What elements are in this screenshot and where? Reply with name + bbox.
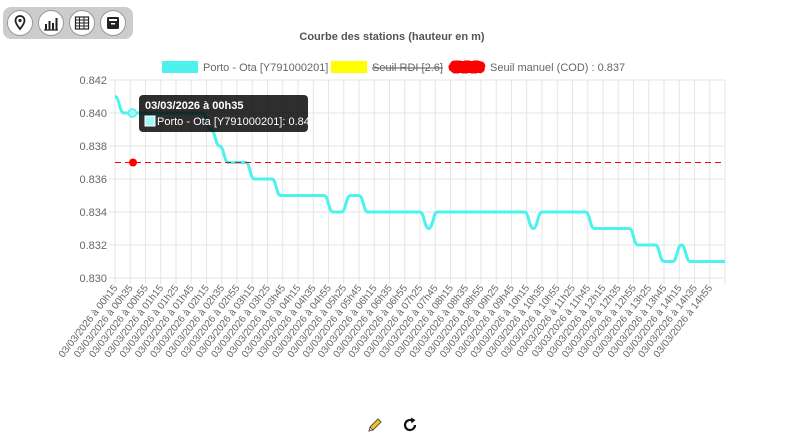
y-tick-label: 0.838 xyxy=(79,141,107,153)
legend: Porto - Ota [Y791000201] Seuil RDI [2.6] S… xyxy=(162,60,625,74)
refresh-button[interactable] xyxy=(400,415,420,435)
pencil-icon xyxy=(368,418,382,432)
y-tick-label: 0.830 xyxy=(79,273,107,285)
series-line-0 xyxy=(114,95,725,263)
tooltip: 03/03/2026 à 00h35 Porto - Ota [Y7910002… xyxy=(139,95,310,132)
y-tick-label: 0.840 xyxy=(79,108,107,120)
y-axis: 0.842 0.840 0.838 0.836 0.834 0.832 0.830 xyxy=(79,75,107,285)
y-tick-label: 0.834 xyxy=(79,207,107,219)
map-marker-button[interactable] xyxy=(7,10,33,36)
chart-title: Courbe des stations (hauteur en m) xyxy=(299,31,485,43)
edit-button[interactable] xyxy=(365,415,385,435)
tooltip-title: 03/03/2026 à 00h35 xyxy=(145,100,243,112)
legend-label-0[interactable]: Porto - Ota [Y791000201] xyxy=(203,62,328,74)
table-button[interactable] xyxy=(69,10,95,36)
series-layer xyxy=(114,95,725,263)
archive-button[interactable] xyxy=(100,10,126,36)
legend-swatch-2 xyxy=(448,60,486,74)
legend-swatch-0 xyxy=(162,61,198,73)
tooltip-swatch xyxy=(144,115,156,127)
map-marker-icon xyxy=(14,15,26,31)
table-icon xyxy=(74,16,90,30)
y-tick-label: 0.832 xyxy=(79,240,107,252)
tooltip-text: Porto - Ota [Y791000201]: 0.84 xyxy=(157,116,310,128)
bar-chart-icon xyxy=(44,18,58,31)
legend-label-1[interactable]: Seuil RDI [2.6] xyxy=(372,62,443,74)
legend-label-2[interactable]: Seuil manuel (COD) : 0.837 xyxy=(490,62,625,74)
bar-chart-button[interactable] xyxy=(38,10,64,36)
refresh-icon xyxy=(403,417,417,432)
toolbar xyxy=(3,7,133,39)
hover-point[interactable] xyxy=(127,108,138,118)
legend-swatch-1 xyxy=(331,61,367,73)
archive-icon xyxy=(107,17,119,29)
y-tick-label: 0.842 xyxy=(79,75,107,87)
y-tick-label: 0.836 xyxy=(79,174,107,186)
threshold-point[interactable] xyxy=(129,158,137,167)
